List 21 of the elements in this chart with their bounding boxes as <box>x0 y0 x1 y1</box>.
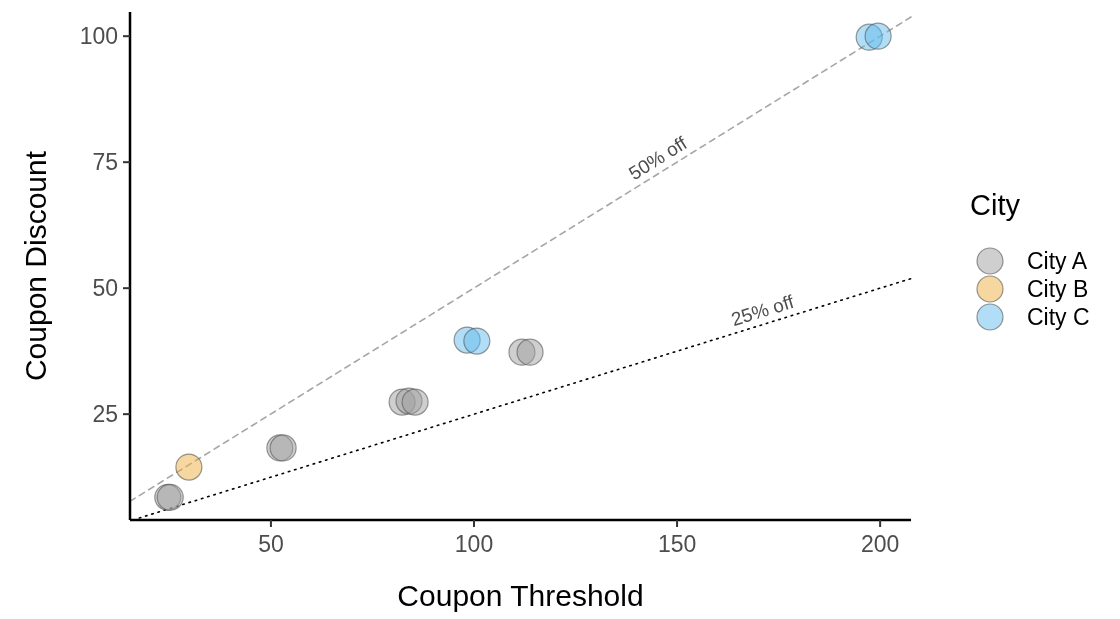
y-tick-label: 75 <box>92 149 118 176</box>
y-tick-label: 25 <box>92 401 118 428</box>
point <box>175 453 203 481</box>
point <box>516 338 544 366</box>
point <box>463 327 491 355</box>
x-axis-title: Coupon Threshold <box>397 579 644 612</box>
legend-label: City C <box>1027 304 1090 330</box>
annotation: 25% off <box>728 290 797 331</box>
legend-title: City <box>970 189 1021 221</box>
x-tick-label: 50 <box>258 531 284 557</box>
legend-label: City B <box>1027 276 1089 302</box>
x-tick-label: 100 <box>454 531 494 557</box>
x-tick-label: 150 <box>657 531 697 557</box>
x-tick-label: 200 <box>860 531 900 557</box>
point <box>401 388 429 416</box>
point <box>864 22 892 50</box>
legend-label: City A <box>1027 248 1088 274</box>
annotation: 50% off <box>625 132 692 185</box>
y-tick-label: 50 <box>92 275 118 302</box>
y-tick-label: 100 <box>79 23 118 50</box>
y-axis-title: Coupon Discount <box>19 150 52 382</box>
